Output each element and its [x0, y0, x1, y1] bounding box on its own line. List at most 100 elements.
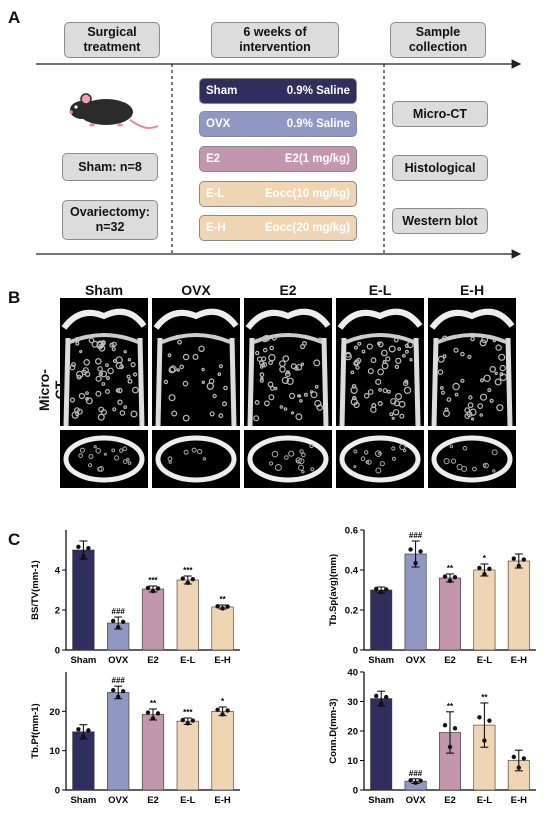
data-point — [408, 547, 413, 552]
data-point — [413, 780, 418, 786]
data-point — [220, 606, 225, 611]
data-point — [116, 694, 121, 700]
y-axis-label: BS/TV(mm-1) — [30, 560, 41, 620]
data-point — [521, 756, 526, 761]
bar — [72, 731, 95, 791]
data-point — [521, 557, 526, 562]
panel-b-letter: B — [8, 288, 21, 307]
bar — [473, 569, 496, 651]
x-category-label: Sham — [368, 655, 394, 666]
x-category-label: OVX — [108, 795, 129, 806]
y-tick-label: 0 — [353, 646, 358, 657]
data-point — [215, 707, 220, 713]
micro-ct-longitudinal-image — [336, 298, 424, 426]
data-point — [413, 560, 418, 566]
significance-label: *** — [183, 566, 193, 575]
data-point — [155, 586, 161, 591]
data-point — [379, 589, 384, 595]
y-tick-label: 10 — [49, 746, 60, 757]
significance-label: ### — [112, 607, 126, 616]
bar — [141, 714, 165, 791]
ct-label-eh: E-H — [459, 282, 485, 298]
ct-label-el: E-L — [368, 282, 392, 298]
data-point — [215, 604, 220, 609]
data-point — [516, 563, 521, 569]
micro-ct-cross-section-image — [244, 430, 332, 488]
y-tick-label: 0.2 — [345, 606, 358, 617]
bar — [176, 720, 199, 791]
x-category-label: E-L — [180, 655, 196, 666]
significance-label: ** — [447, 702, 454, 711]
data-point — [384, 587, 389, 592]
data-point — [220, 712, 225, 717]
x-category-label: Sham — [368, 795, 394, 806]
x-category-label: E-L — [477, 655, 493, 666]
y-tick-label: 30 — [347, 697, 358, 708]
x-category-label: Sham — [70, 795, 96, 806]
bar — [141, 588, 165, 651]
group-sham-treatment: 0.9% Saline — [286, 85, 350, 97]
data-point — [190, 718, 195, 723]
group-e2-name: E2 — [206, 153, 221, 165]
micro-ct-longitudinal-image — [60, 298, 148, 426]
micro-ct-longitudinal-image — [428, 298, 516, 426]
x-category-label: E-H — [214, 795, 231, 806]
data-point — [150, 716, 156, 721]
data-point — [190, 577, 195, 582]
data-point — [121, 688, 126, 694]
y-tick-label: 2 — [55, 606, 60, 617]
data-point — [76, 544, 81, 550]
data-point — [76, 727, 81, 732]
bar — [211, 711, 234, 791]
micro-ct-longitudinal-image — [244, 298, 332, 426]
data-point — [477, 715, 482, 720]
group-e2-treatment: E2(1 mg/kg) — [284, 153, 350, 165]
data-point — [487, 566, 492, 571]
group-eh-name: E-H — [206, 222, 226, 234]
y-tick-label: 0.6 — [345, 526, 358, 537]
y-tick-label: 0.4 — [345, 566, 359, 577]
significance-label: * — [483, 554, 487, 563]
y-tick-label: 0 — [353, 786, 358, 797]
significance-label: ### — [409, 769, 423, 778]
bar — [72, 549, 95, 651]
ct-label-e2: E2 — [279, 282, 297, 298]
bar — [439, 577, 461, 651]
bar — [370, 698, 393, 791]
significance-label: ** — [481, 693, 488, 702]
x-category-label: E2 — [147, 655, 159, 666]
x-category-label: E-L — [180, 795, 196, 806]
data-point — [511, 754, 516, 760]
data-point — [418, 549, 423, 554]
y-tick-label: 20 — [347, 727, 358, 738]
group-eh: E-H Eocc(20 mg/kg) — [199, 215, 357, 241]
data-point — [145, 585, 151, 591]
significance-label: ** — [219, 595, 226, 604]
micro-ct-cross-section-image — [428, 430, 516, 488]
y-axis-label: Conn.D(mm-3) — [328, 698, 339, 763]
data-point — [452, 726, 458, 731]
y-tick-label: 10 — [347, 756, 358, 767]
group-ovx: OVX 0.9% Saline — [199, 111, 357, 137]
x-category-label: E2 — [147, 795, 159, 806]
data-point — [374, 586, 379, 592]
data-point — [374, 693, 379, 699]
data-point — [384, 694, 389, 700]
group-ovx-treatment: 0.9% Saline — [286, 118, 350, 130]
ovariectomy-n-label: Ovariectomy: n=32 — [62, 200, 158, 240]
significance-label: ### — [112, 676, 126, 685]
group-el-name: E-L — [206, 188, 225, 200]
mouse-icon — [69, 93, 159, 129]
data-point — [447, 578, 453, 583]
data-point — [511, 556, 516, 561]
stage-surgical-treatment: Surgical treatment — [64, 22, 160, 58]
y-axis-label: Tb.Pf(mm-1) — [30, 703, 41, 758]
data-point — [116, 625, 121, 630]
significance-label: ** — [150, 699, 157, 708]
group-sham: Sham 0.9% Saline — [199, 78, 357, 104]
group-el: E-L Eocc(10 mg/kg) — [199, 181, 357, 207]
data-point — [418, 778, 423, 783]
data-point — [145, 710, 151, 715]
bar — [370, 589, 393, 651]
data-point — [408, 778, 413, 783]
